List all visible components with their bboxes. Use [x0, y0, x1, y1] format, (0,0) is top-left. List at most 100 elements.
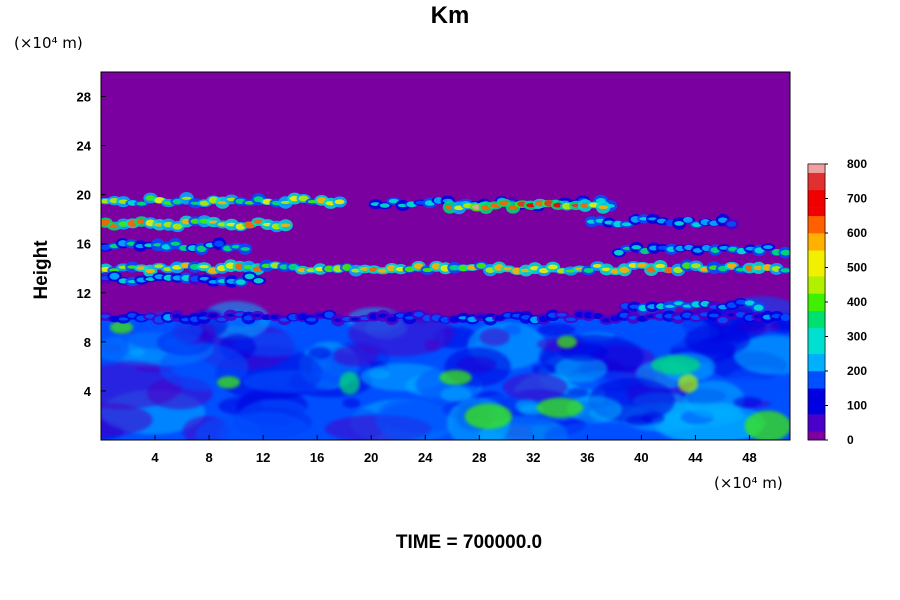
y-axis-unit: (×10⁴ m) [14, 34, 83, 52]
x-tick-label: 28 [472, 450, 486, 465]
band-core [422, 267, 433, 273]
y-axis-label: Height [31, 240, 52, 300]
band-core [280, 223, 291, 228]
band-core [673, 266, 684, 274]
band-core [539, 268, 549, 274]
band-core [388, 198, 399, 204]
colorbar-level [808, 267, 825, 277]
eddy-core [464, 403, 513, 430]
eddy [733, 396, 762, 408]
eddy-core [556, 335, 578, 349]
colorbar-level [808, 396, 825, 406]
band-core [499, 200, 509, 206]
band-core [198, 264, 209, 269]
colorbar-level [808, 189, 825, 199]
x-tick-label: 40 [634, 450, 648, 465]
colorbar-level [808, 224, 825, 234]
band-core [170, 241, 181, 246]
colorbar-levels [807, 163, 826, 441]
colorbar-tick-label: 100 [847, 399, 867, 413]
colorbar-tick-label: 800 [847, 157, 867, 171]
eddy [503, 324, 522, 336]
eddy [195, 417, 263, 440]
eddy [342, 398, 361, 408]
colorbar-level [808, 336, 825, 346]
eddy [479, 328, 510, 347]
band-core [216, 317, 227, 322]
eddy [566, 395, 623, 423]
x-tick-label: 44 [688, 450, 703, 465]
band-core [691, 263, 701, 269]
band-core [172, 223, 183, 230]
band-core [673, 301, 684, 306]
colorbar-level [808, 181, 825, 191]
eddy [502, 373, 568, 401]
colorbar-tick-label: 200 [847, 364, 867, 378]
colorbar-tick-label: 400 [847, 295, 867, 309]
colorbar-level [808, 164, 825, 173]
colorbar-level [808, 276, 825, 286]
y-axis-ticks: 4 8 12 16 20 24 28 [77, 90, 106, 399]
colorbar-level [808, 310, 825, 320]
x-tick-label: 8 [205, 450, 212, 465]
heatmap-field [101, 192, 790, 440]
band-core [683, 216, 693, 223]
band-core [780, 249, 790, 256]
colorbar: 0 100 200 300 400 500 600 700 800 [807, 157, 867, 447]
chart-title: Km [430, 2, 470, 29]
x-tick-label: 12 [256, 450, 270, 465]
eddy-core [651, 355, 701, 375]
colorbar-level [808, 293, 825, 303]
band-core [145, 268, 156, 274]
colorbar-tick-label: 500 [847, 261, 867, 275]
eddy [559, 343, 609, 362]
band-core [240, 247, 251, 251]
band-core [726, 263, 737, 269]
eddy [308, 346, 331, 360]
colorbar-level [808, 172, 825, 182]
band-core [196, 245, 207, 253]
band-core [763, 245, 773, 250]
eddy [375, 394, 464, 440]
band-core [306, 317, 317, 322]
eddy-core [744, 410, 790, 440]
band-core [508, 205, 519, 210]
band-core [199, 200, 210, 206]
colorbar-level [808, 405, 825, 415]
eddy [129, 348, 145, 357]
band-core [154, 264, 165, 269]
band-core [386, 316, 397, 323]
band-core [613, 249, 624, 256]
colorbar-level [808, 302, 825, 311]
colorbar-level [808, 258, 825, 268]
colorbar-level [808, 362, 825, 372]
eddy-core [439, 369, 472, 386]
band-core [780, 268, 790, 273]
eddy [333, 345, 379, 367]
colorbar-level [808, 353, 825, 363]
eddy [684, 323, 751, 356]
colorbar-level [808, 207, 825, 217]
band-core [413, 311, 424, 317]
colorbar-level [808, 233, 825, 242]
x-tick-label: 32 [526, 450, 540, 465]
band-core [118, 317, 129, 321]
colorbar-level [808, 379, 825, 389]
colorbar-level [808, 327, 825, 337]
band-core [754, 247, 765, 254]
colorbar-ticks: 0 100 200 300 400 500 600 700 800 [825, 157, 867, 447]
band-core [199, 276, 210, 281]
band-core [637, 263, 648, 268]
band-core [298, 195, 309, 202]
band-core [324, 311, 335, 319]
colorbar-level [808, 345, 825, 355]
band-core [655, 263, 666, 269]
band-core [253, 277, 264, 284]
band-core [334, 199, 345, 205]
band-core [592, 313, 603, 319]
band-core [145, 314, 156, 319]
band-core [674, 221, 684, 226]
band-core [136, 201, 147, 206]
eddy [241, 370, 342, 393]
